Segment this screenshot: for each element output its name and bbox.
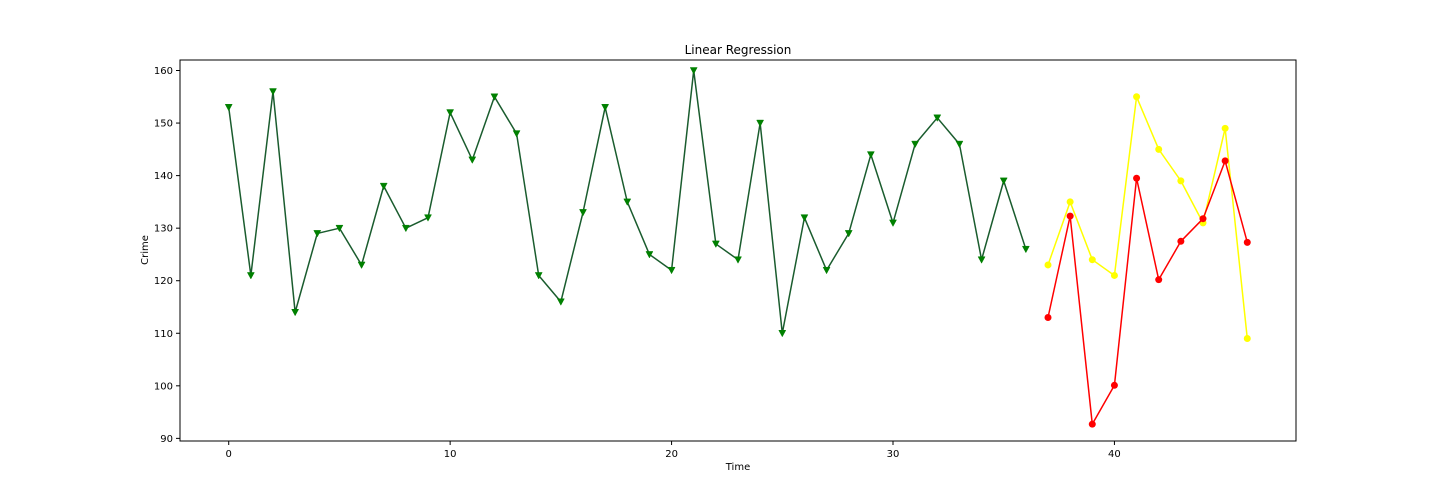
series-2-point <box>1243 238 1251 246</box>
plot-frame <box>179 59 1297 442</box>
series-2-point <box>1221 157 1229 165</box>
series-1-point <box>1066 198 1074 206</box>
series-2-point <box>1155 276 1163 284</box>
series-0-point <box>512 130 521 138</box>
series-1-point <box>1133 93 1141 101</box>
y-tick-label: 130 <box>154 224 173 235</box>
series-0-point <box>246 272 255 280</box>
series-1-point <box>1088 256 1096 264</box>
x-tick-label: 20 <box>665 449 678 460</box>
series-0-point <box>977 256 986 264</box>
series-0-point <box>689 67 698 75</box>
y-tick-label: 90 <box>160 434 173 445</box>
series-0-point <box>1021 245 1030 254</box>
series-2-point <box>1088 420 1096 428</box>
series-1-line <box>1047 96 1249 339</box>
series-0-point <box>556 298 565 306</box>
x-axis-label: Time <box>725 462 750 473</box>
series-0-point <box>822 266 831 275</box>
series-0-point <box>424 214 432 222</box>
series-0-point <box>734 256 742 264</box>
series-0-point <box>955 140 964 149</box>
series-0-point <box>335 224 344 233</box>
chart-title: Linear Regression <box>685 43 792 57</box>
series-0-point <box>999 177 1008 185</box>
series-2-line <box>1047 160 1249 425</box>
series-0-point <box>490 93 499 101</box>
series-1-point <box>1155 145 1163 153</box>
plot-area <box>224 67 1251 428</box>
x-tick-label: 0 <box>226 449 232 460</box>
series-0-point <box>800 214 809 222</box>
series-1-point <box>1044 261 1052 269</box>
y-tick-label: 110 <box>154 329 173 340</box>
series-0-point <box>933 114 942 122</box>
y-tick-label: 120 <box>154 276 173 287</box>
series-0-point <box>446 109 455 117</box>
y-tick-label: 160 <box>154 66 173 77</box>
series-0-point <box>379 182 388 191</box>
series-0-point <box>645 251 654 259</box>
series-1-point <box>1221 124 1229 132</box>
series-0-point <box>911 140 920 149</box>
series-0-point <box>269 88 277 96</box>
series-1-point <box>1110 271 1118 279</box>
y-tick-label: 150 <box>154 119 173 130</box>
series-2-point <box>1177 237 1185 245</box>
series-0-point <box>579 209 587 217</box>
series-0-point <box>778 330 787 338</box>
axes: 0 10 20 30 40 90 100 110 120 130 140 150 160 <box>154 66 1121 460</box>
series-0-point <box>623 198 632 206</box>
series-0-point <box>291 308 300 317</box>
series-0-point <box>224 104 233 112</box>
y-tick-label: 140 <box>154 171 173 182</box>
series-0-point <box>667 266 676 275</box>
series-0-point <box>401 224 410 233</box>
series-2-point <box>1199 215 1207 223</box>
y-tick-label: 100 <box>154 381 173 392</box>
series-2-point <box>1066 212 1074 220</box>
series-0-point <box>313 230 322 238</box>
series-0-point <box>889 219 897 227</box>
series-0-point <box>711 240 720 248</box>
series-0-point <box>357 261 366 269</box>
series-2-point <box>1133 174 1141 182</box>
y-axis-label: Crime <box>140 235 151 265</box>
series-1-point <box>1243 335 1251 343</box>
series-0-point <box>468 156 477 164</box>
x-tick-label: 30 <box>887 449 900 460</box>
series-2-point <box>1110 381 1118 389</box>
series-1-point <box>1177 177 1185 185</box>
series-0-point <box>534 272 543 280</box>
series-0-point <box>756 119 765 128</box>
series-2-point <box>1044 314 1052 322</box>
series-0-point <box>866 151 875 159</box>
series-0-point <box>844 230 853 238</box>
x-tick-label: 10 <box>444 449 457 460</box>
x-tick-label: 40 <box>1108 449 1121 460</box>
series-0-point <box>601 104 610 112</box>
